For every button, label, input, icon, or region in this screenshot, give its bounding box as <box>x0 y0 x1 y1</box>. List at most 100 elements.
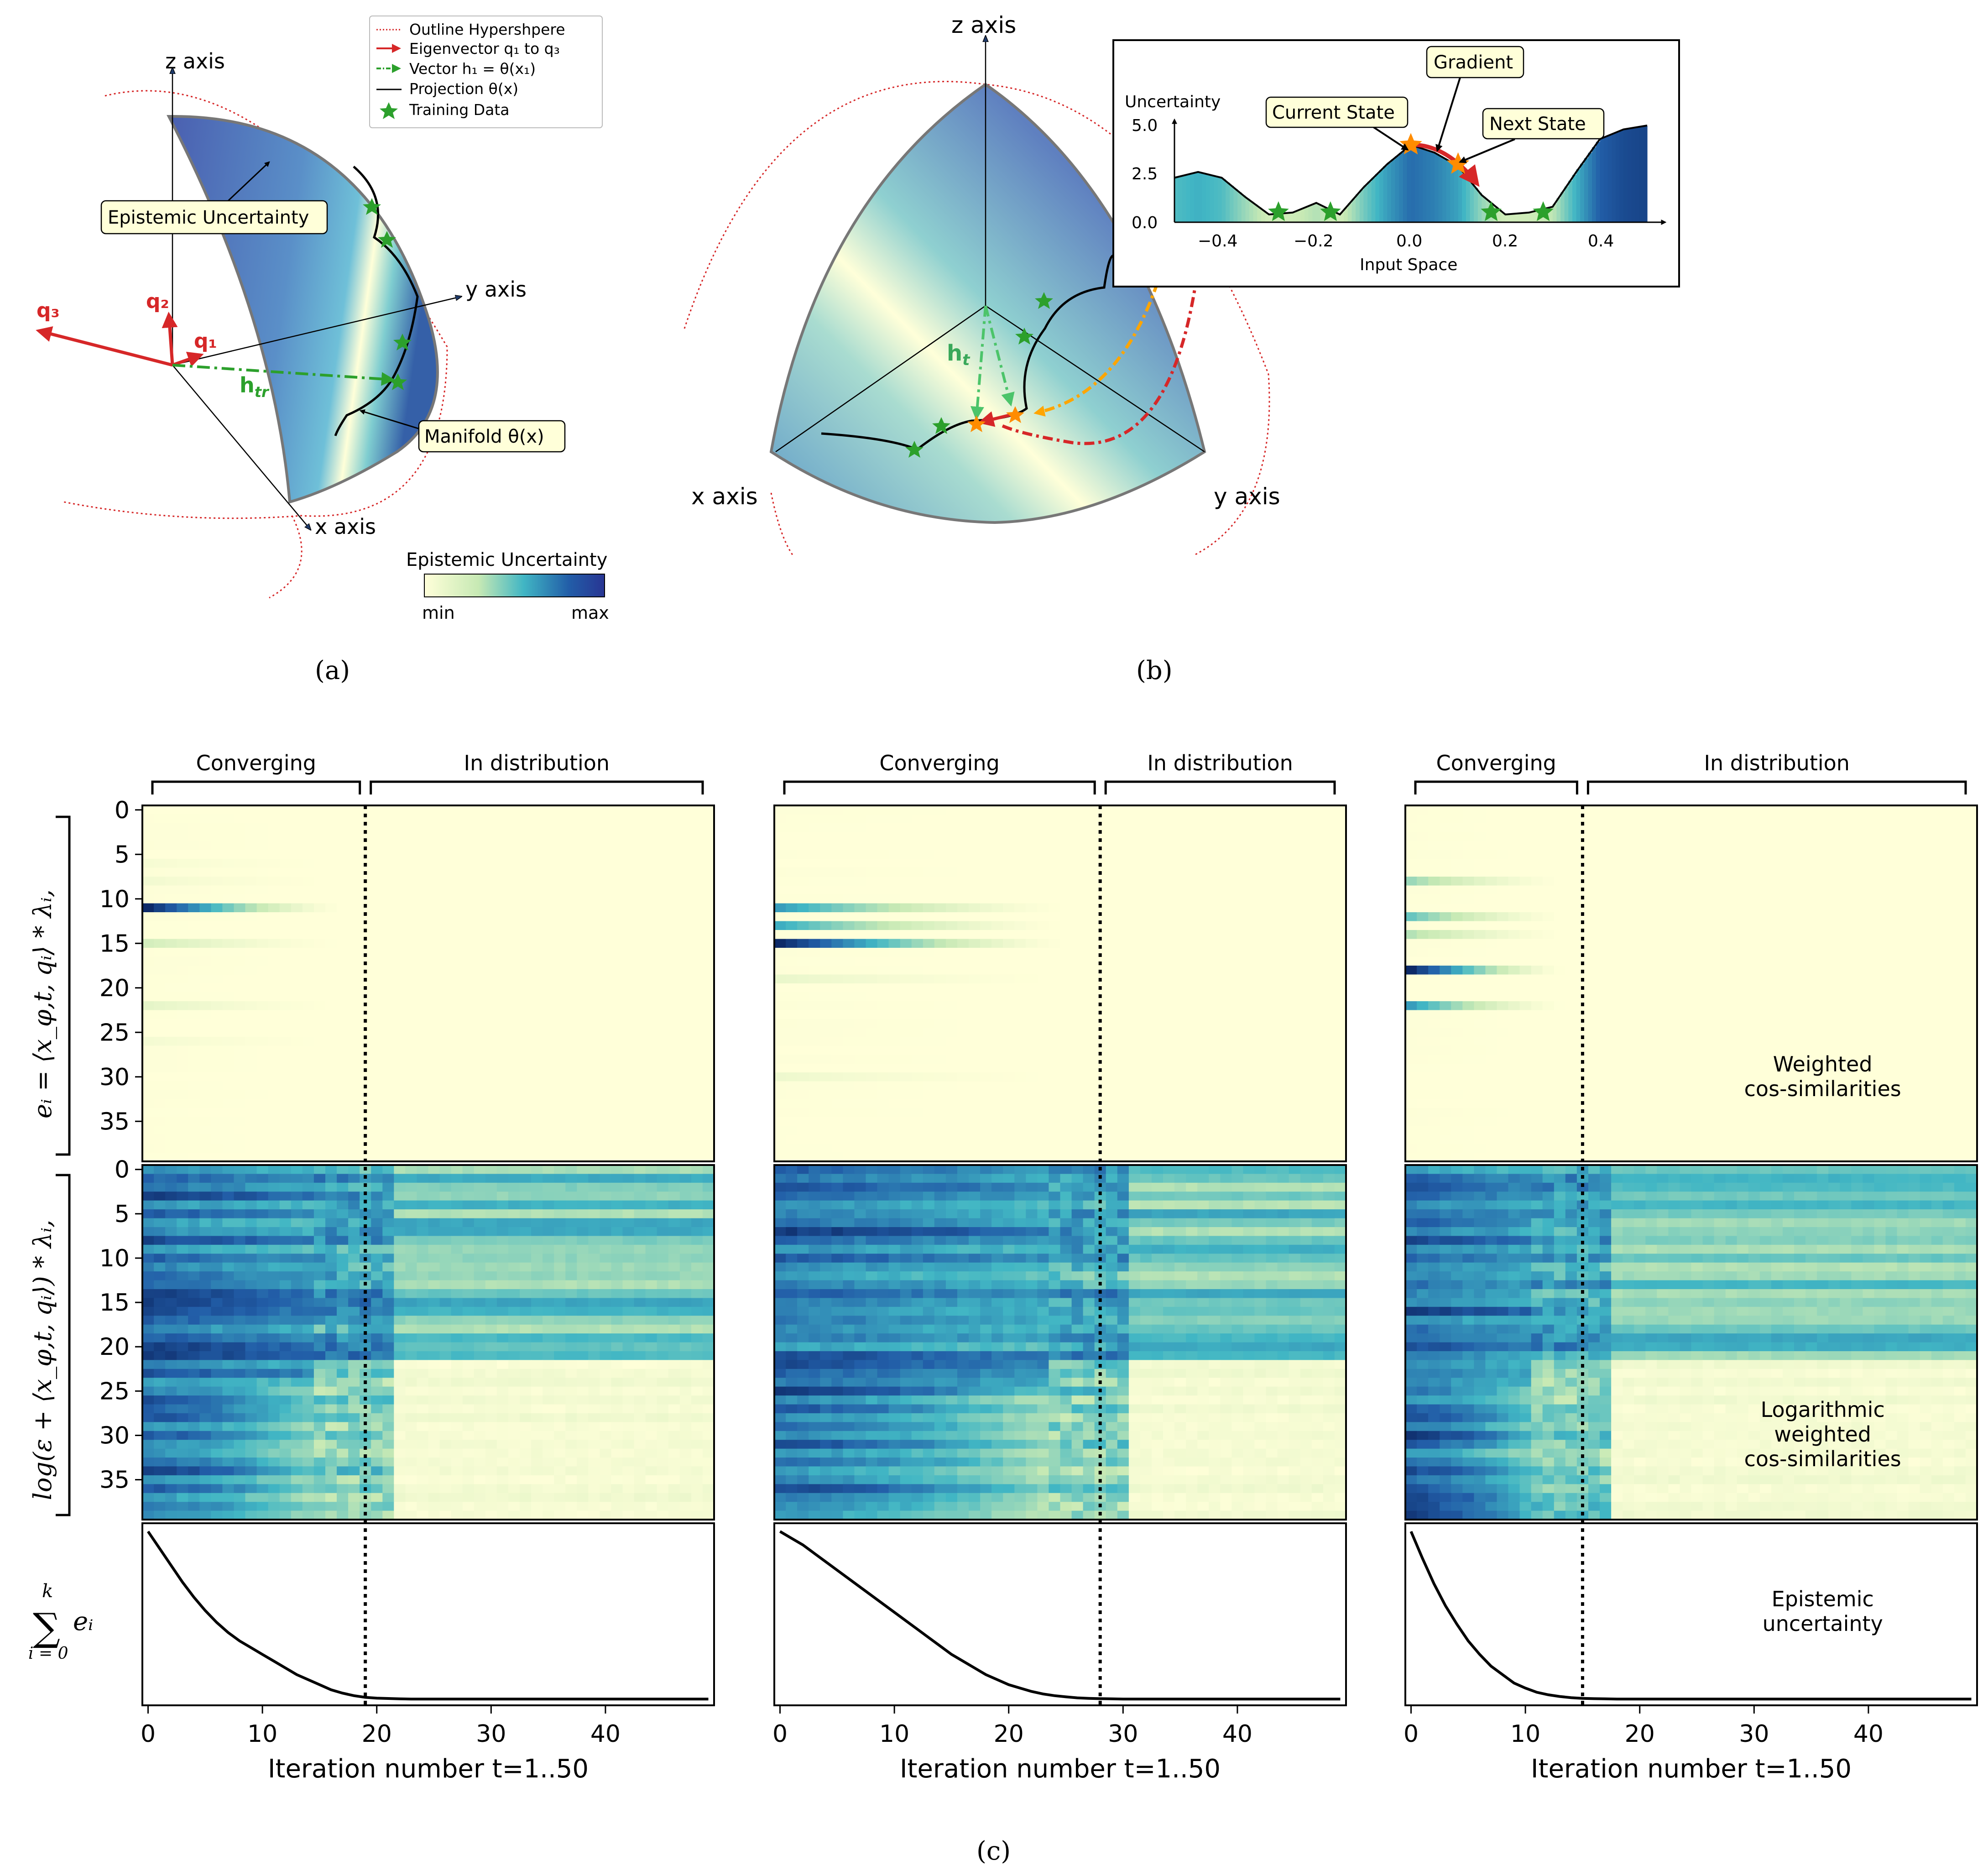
heatmap-cell <box>245 1369 257 1378</box>
heatmap-cell <box>234 1010 246 1019</box>
heatmap-cell <box>222 1493 235 1502</box>
heatmap-cell <box>371 1099 383 1108</box>
heatmap-cell <box>622 1028 635 1037</box>
heatmap-cell <box>428 1126 440 1135</box>
heatmap-cell <box>302 1254 314 1263</box>
heatmap-cell <box>279 1055 292 1064</box>
heatmap-cell <box>1163 841 1175 851</box>
heatmap-cell <box>234 1306 246 1316</box>
heatmap-cell <box>256 912 269 922</box>
heatmap-cell <box>222 1108 235 1118</box>
heatmap-cell <box>657 1218 669 1228</box>
heatmap-cell <box>313 867 326 877</box>
heatmap-cell <box>1071 823 1084 833</box>
heatmap-cell <box>371 1117 383 1126</box>
heatmap-cell <box>313 1200 326 1210</box>
heatmap-cell <box>565 1395 577 1405</box>
heatmap-cell <box>645 974 657 984</box>
heatmap-cell <box>348 974 360 984</box>
heatmap-cell <box>462 1090 475 1100</box>
heatmap-cell <box>797 894 809 904</box>
heatmap-cell <box>451 1165 463 1174</box>
heatmap-cell <box>451 1378 463 1387</box>
heatmap-cell <box>691 1191 703 1201</box>
heatmap-cell <box>222 1440 235 1449</box>
heatmap-cell <box>702 1324 715 1334</box>
heatmap-cell <box>302 992 314 1002</box>
heatmap-cell <box>348 1090 360 1100</box>
heatmap-cell <box>337 1165 349 1174</box>
heatmap-cell <box>668 1493 680 1502</box>
heatmap-cell <box>211 1360 223 1369</box>
heatmap-cell <box>1323 912 1335 922</box>
heatmap-cell <box>1220 885 1232 895</box>
heatmap-cell <box>679 1010 692 1019</box>
heatmap-cell <box>645 1165 657 1174</box>
heatmap-cell <box>428 1037 440 1046</box>
heatmap-cell <box>611 841 623 851</box>
heatmap-cell <box>657 1028 669 1037</box>
heatmap-cell <box>474 1191 486 1201</box>
heatmap-cell <box>554 1218 566 1228</box>
heatmap-cell <box>645 1378 657 1387</box>
heatmap-cell <box>520 1360 532 1369</box>
heatmap-cell <box>154 1378 166 1387</box>
heatmap-cell <box>1254 894 1267 904</box>
heatmap-cell <box>900 894 912 904</box>
heatmap-cell <box>313 1475 326 1484</box>
heatmap-cell <box>691 1360 703 1369</box>
heatmap-cell <box>600 885 612 895</box>
heatmap-cell <box>668 1055 680 1064</box>
heatmap-cell <box>279 867 292 877</box>
inset-bar <box>1556 198 1561 222</box>
heatmap-cell <box>268 1081 280 1091</box>
heatmap-cell <box>679 1236 692 1245</box>
heatmap-cell <box>222 1262 235 1272</box>
heatmap-cell <box>256 841 269 851</box>
next-state-star <box>967 415 986 432</box>
heatmap-cell <box>371 1316 383 1325</box>
heatmap-cell <box>142 1484 154 1494</box>
heatmap-cell <box>177 814 188 824</box>
heatmap-cell <box>211 894 223 904</box>
heatmap-cell <box>394 1422 406 1432</box>
heatmap-cell <box>1220 903 1232 913</box>
heatmap-cell <box>1106 832 1118 841</box>
heatmap-cell <box>417 1386 429 1396</box>
heatmap-cell <box>348 1072 360 1082</box>
heatmap-cell <box>394 850 406 859</box>
heatmap-cell <box>1323 894 1335 904</box>
heatmap-cell <box>1186 814 1198 824</box>
heatmap-cell <box>508 966 520 975</box>
heatmap-cell <box>360 850 371 859</box>
inset-xtick: 0.4 <box>1588 232 1614 251</box>
heatmap-cell <box>611 1448 623 1458</box>
heatmap-cell <box>222 877 235 886</box>
inset-xtick: −0.2 <box>1294 232 1333 251</box>
heatmap-cell <box>588 877 600 886</box>
heatmap-cell <box>668 1413 680 1422</box>
heatmap-cell <box>679 1484 692 1494</box>
heatmap-cell <box>417 1254 429 1263</box>
heatmap-cell <box>485 983 497 993</box>
heatmap-cell <box>325 1117 337 1126</box>
heatmap-cell <box>969 859 981 868</box>
heatmap-cell <box>439 1342 452 1352</box>
heatmap-cell <box>199 1280 211 1290</box>
heatmap-cell <box>337 948 349 957</box>
heatmap-cell <box>371 1182 383 1192</box>
heatmap-cell <box>165 956 177 966</box>
heatmap-cell <box>256 903 269 913</box>
heatmap-cell <box>337 1395 349 1405</box>
heatmap-cell <box>451 1395 463 1405</box>
heatmap-cell <box>222 832 235 841</box>
inset-bar <box>1296 210 1301 222</box>
heatmap-cell <box>622 1422 635 1432</box>
heatmap-cell <box>177 1378 188 1387</box>
heatmap-cell <box>600 859 612 868</box>
heatmap-cell <box>234 1236 246 1245</box>
heatmap-cell <box>831 921 843 930</box>
heatmap-cell <box>496 939 509 948</box>
heatmap-cell <box>451 1386 463 1396</box>
heatmap-cell <box>702 805 715 815</box>
